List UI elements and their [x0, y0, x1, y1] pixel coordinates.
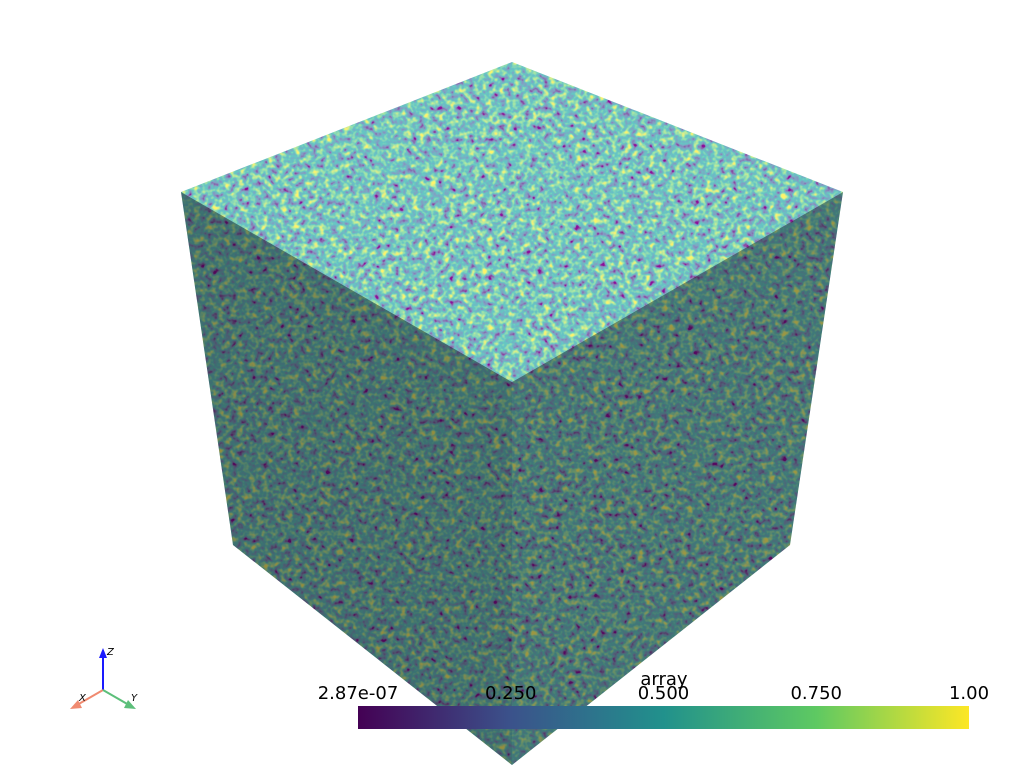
cube	[181, 62, 843, 765]
z-arrow	[99, 648, 107, 658]
tick-label: 0.250	[485, 683, 537, 704]
tick-label: 0.750	[790, 683, 842, 704]
tick-label: 0.500	[638, 683, 690, 704]
shade-right	[512, 192, 843, 765]
tick-label: 1.00	[949, 683, 989, 704]
cube-left	[181, 192, 512, 765]
y-axis	[102, 689, 130, 706]
tick-label: 2.87e-07	[318, 683, 399, 704]
cube-top	[181, 62, 843, 382]
scalar-bar: array 2.87e-07 0.250 0.500 0.750 1.00	[318, 669, 989, 729]
y-label: Y	[131, 693, 138, 704]
color-ramp	[358, 706, 969, 729]
x-arrow	[70, 700, 82, 709]
cube-right	[512, 192, 843, 765]
z-label: Z	[106, 647, 115, 658]
y-arrow	[124, 700, 136, 709]
axes-widget: Z X Y	[70, 647, 138, 709]
shade-left	[181, 192, 512, 765]
x-label: X	[78, 693, 87, 704]
x-axis	[76, 689, 104, 706]
scalar-bar-title: array	[640, 669, 688, 690]
